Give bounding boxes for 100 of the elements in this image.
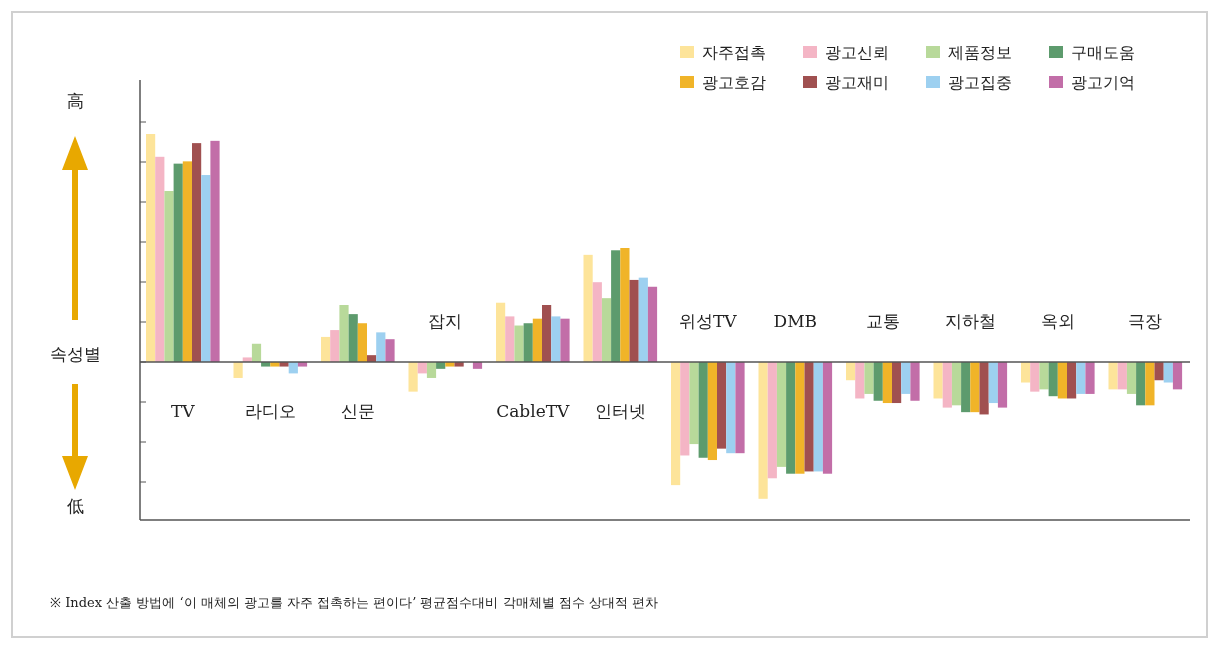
bar [647, 286, 658, 362]
bar [146, 134, 156, 362]
bar [735, 362, 745, 454]
bar [671, 362, 681, 486]
x-tick-label: 잡지 [428, 311, 463, 331]
bar [629, 279, 639, 362]
bar [523, 323, 533, 362]
x-tick-label: 교통 [865, 311, 900, 331]
bar [873, 362, 883, 401]
text: ※ Index 산출 방법에 ‘이 매체의 광고를 자주 접촉하는 편이다’ 평균점수대비 각매체별 점수 상대적 편차 [50, 595, 658, 610]
x-tick-label: 신문 [340, 401, 375, 421]
bar [1126, 362, 1137, 394]
bar [717, 362, 727, 449]
bar [776, 362, 787, 467]
bar [385, 339, 395, 362]
bar [804, 362, 814, 472]
text: 高 [66, 91, 84, 111]
bar [864, 362, 874, 394]
bar [1030, 362, 1040, 392]
bar [210, 140, 220, 362]
bar [445, 362, 455, 367]
bar [988, 362, 998, 404]
x-tick-label: 위성TV [678, 311, 738, 331]
bar [1039, 362, 1049, 390]
bar [1021, 362, 1031, 383]
bar [408, 362, 418, 392]
bar [707, 362, 717, 461]
bar [173, 163, 183, 362]
bar [767, 362, 777, 479]
bar [813, 362, 823, 472]
legend-label: 광고신뢰 [825, 43, 889, 62]
bar [611, 250, 621, 362]
bar [496, 302, 506, 362]
bar [1136, 362, 1146, 406]
bar [786, 362, 796, 474]
legend-label: 광고호감 [702, 73, 766, 92]
bar [901, 362, 911, 394]
bar [505, 316, 515, 362]
text: 속성별 [49, 344, 101, 364]
bar [680, 362, 690, 456]
text: 低 [66, 496, 84, 516]
x-tick-label: 옥외 [1040, 311, 1075, 331]
bar [933, 362, 943, 399]
x-tick-label: DMB [773, 311, 818, 331]
bar [1057, 362, 1067, 399]
bar [155, 156, 165, 362]
x-tick-label: 극장 [1128, 311, 1163, 331]
bar [951, 362, 962, 406]
bar [1154, 362, 1164, 381]
bar [1145, 362, 1155, 406]
legend-label: 구매도움 [1071, 43, 1135, 62]
x-tick-label: CableTV [496, 401, 571, 421]
bar [855, 362, 865, 399]
bar [882, 362, 892, 404]
x-tick-label: 인터넷 [594, 401, 646, 421]
bar [1085, 362, 1095, 394]
bar [376, 332, 386, 362]
bar [542, 305, 552, 362]
bar [251, 343, 262, 362]
bar [795, 362, 805, 474]
x-tick-label: 라디오 [244, 401, 296, 421]
bar [201, 175, 211, 362]
bar [910, 362, 920, 401]
bar [339, 305, 349, 362]
bar [1048, 362, 1058, 397]
bar [270, 362, 280, 367]
bar [698, 362, 708, 458]
x-tick-label: TV [170, 401, 196, 421]
bar [583, 254, 593, 362]
bar [348, 314, 358, 362]
bar [997, 362, 1008, 408]
bar [321, 336, 331, 362]
bar [1067, 362, 1077, 399]
bar [164, 191, 174, 362]
bar [532, 318, 542, 362]
bar [979, 362, 989, 415]
bar [846, 362, 856, 381]
bar [726, 362, 736, 454]
bar [560, 318, 570, 362]
bar [638, 277, 648, 362]
legend-label: 광고재미 [825, 73, 889, 92]
bar [426, 362, 437, 378]
bar [514, 325, 524, 362]
bar [182, 161, 192, 362]
bar [357, 323, 367, 362]
legend-label: 광고기억 [1071, 73, 1135, 92]
bar [1117, 362, 1127, 390]
bar [551, 316, 561, 362]
bar [1163, 362, 1173, 383]
bar [892, 362, 902, 404]
bar [592, 282, 602, 362]
legend-label: 자주접촉 [702, 43, 766, 62]
bar [1108, 362, 1118, 390]
x-tick-label: 지하철 [944, 311, 996, 331]
bar [233, 362, 243, 378]
legend-label: 제품정보 [948, 43, 1012, 62]
bar [601, 298, 612, 362]
bar [1076, 362, 1086, 394]
bar [620, 248, 630, 362]
bar [330, 330, 340, 362]
